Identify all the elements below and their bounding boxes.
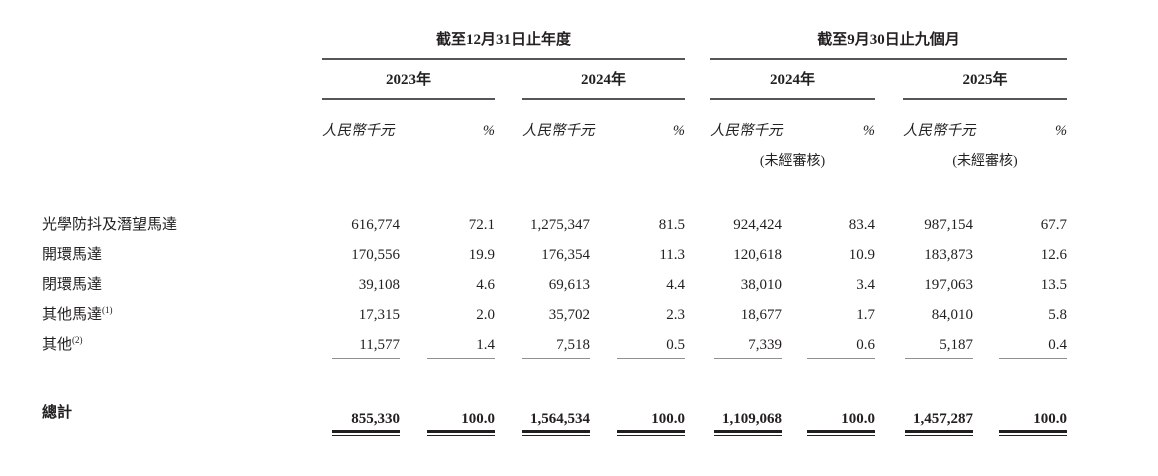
percent-value: 19.9: [468, 247, 495, 263]
group-title-9m: 截至9月30日止九個月: [710, 22, 1068, 60]
amount-value: 38,010: [740, 277, 783, 293]
total-label: 總計: [42, 405, 73, 421]
year-2023: 2023年: [322, 59, 495, 100]
unaudited-note: (未經審核): [952, 154, 1018, 169]
percent-value: 1.7: [856, 307, 876, 323]
percent-value: 83.4: [848, 217, 876, 233]
amount-value: 1,275,347: [530, 217, 590, 233]
amount-value: 183,873: [924, 247, 974, 263]
amount-value: 176,354: [541, 247, 590, 263]
group-title-fy: 截至12月31日止年度: [322, 22, 686, 60]
table-row-open-loop: 開環馬達 170,556 19.9 176,354 11.3 120,618 1…: [42, 240, 1067, 270]
total-percent: 100.0: [807, 411, 876, 433]
total-amount: 1,564,534: [522, 411, 590, 433]
amount-value: 17,315: [358, 307, 400, 323]
amount-value: 120,618: [733, 247, 783, 263]
amount-value: 170,556: [351, 247, 400, 263]
total-amount: 1,109,068: [714, 411, 783, 433]
row-label: 其他馬達: [42, 307, 103, 323]
amount-value: 5,187: [905, 334, 974, 359]
row-label: 光學防抖及潛望馬達: [42, 217, 178, 233]
amount-value: 197,063: [924, 277, 974, 293]
row-label: 閉環馬達: [42, 277, 103, 293]
percent-value: 0.6: [807, 334, 876, 359]
total-amount: 855,330: [332, 411, 400, 433]
revenue-breakdown-table: 截至12月31日止年度 截至9月30日止九個月 2023年 2024年 2024…: [42, 22, 1068, 436]
percent-value: 4.6: [476, 277, 495, 293]
table-row-ois-periscope: 光學防抖及潛望馬達 616,774 72.1 1,275,347 81.5 92…: [42, 210, 1067, 240]
amount-value: 924,424: [733, 217, 783, 233]
percent-value: 2.0: [476, 307, 495, 323]
percent-value: 81.5: [658, 217, 686, 233]
percent-value: 0.4: [999, 334, 1068, 359]
unit-label: 人民幣千元: [710, 123, 783, 139]
footnote-ref: (2): [72, 335, 83, 345]
percent-label: %: [482, 123, 495, 139]
year-9m-2024: 2024年: [710, 59, 876, 100]
percent-value: 0.5: [617, 334, 686, 359]
total-row: 總計 855,330 100.0 1,564,534 100.0 1,109,0…: [42, 402, 1068, 436]
corner-cell: [42, 22, 322, 59]
percent-value: 12.6: [1040, 247, 1068, 263]
amount-value: 987,154: [924, 217, 974, 233]
units-header-row: 人民幣千元 % 人民幣千元 % 人民幣千元 % 人民幣千元 %: [42, 99, 1067, 144]
percent-label: %: [1054, 123, 1068, 139]
amount-value: 7,518: [522, 334, 590, 359]
percent-value: 3.4: [856, 277, 876, 293]
amount-value: 616,774: [351, 217, 400, 233]
amount-value: 7,339: [714, 334, 783, 359]
percent-label: %: [862, 123, 876, 139]
percent-value: 1.4: [427, 334, 495, 359]
row-label: 其他: [42, 337, 73, 353]
amount-value: 84,010: [931, 307, 974, 323]
percent-value: 2.3: [666, 307, 686, 323]
year-header-row: 2023年 2024年 2024年 2025年: [42, 59, 1068, 100]
table-row-others: 其他(2) 11,577 1.4 7,518 0.5 7,339 0.6 5,1…: [42, 330, 1068, 360]
group-gap: [685, 22, 710, 59]
amount-value: 39,108: [358, 277, 400, 293]
unit-label: 人民幣千元: [903, 123, 976, 139]
percent-value: 10.9: [848, 247, 876, 263]
total-percent: 100.0: [617, 411, 686, 433]
percent-value: 13.5: [1040, 277, 1068, 293]
period-group-header-row: 截至12月31日止年度 截至9月30日止九個月: [42, 22, 1068, 60]
footnote-ref: (1): [102, 305, 113, 315]
year-2024: 2024年: [522, 59, 686, 100]
amount-value: 35,702: [548, 307, 590, 323]
unit-label: 人民幣千元: [322, 123, 395, 139]
amount-value: 18,677: [740, 307, 783, 323]
unit-label: 人民幣千元: [522, 123, 595, 139]
spacer-row: [42, 172, 1067, 210]
total-percent: 100.0: [999, 411, 1068, 433]
percent-value: 72.1: [468, 217, 495, 233]
total-amount: 1,457,287: [905, 411, 974, 433]
year-9m-2025: 2025年: [903, 59, 1068, 100]
unaudited-note-row: (未經審核) (未經審核): [42, 144, 1067, 172]
total-percent: 100.0: [427, 411, 495, 433]
percent-value: 5.8: [1048, 307, 1068, 323]
percent-value: 11.3: [659, 247, 686, 263]
amount-value: 11,577: [332, 334, 400, 359]
percent-value: 4.4: [666, 277, 686, 293]
percent-label: %: [672, 123, 686, 139]
amount-value: 69,613: [548, 277, 590, 293]
spacer-row: [42, 360, 1067, 402]
unaudited-note: (未經審核): [759, 154, 826, 169]
table-row-closed-loop: 閉環馬達 39,108 4.6 69,613 4.4 38,010 3.4 19…: [42, 270, 1067, 300]
row-label: 開環馬達: [42, 247, 103, 263]
table-row-other-motors: 其他馬達(1) 17,315 2.0 35,702 2.3 18,677 1.7…: [42, 300, 1067, 330]
percent-value: 67.7: [1040, 217, 1068, 233]
